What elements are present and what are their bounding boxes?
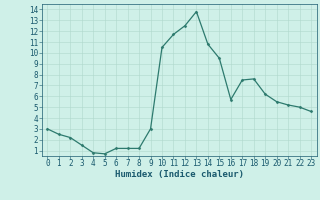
X-axis label: Humidex (Indice chaleur): Humidex (Indice chaleur) — [115, 170, 244, 179]
